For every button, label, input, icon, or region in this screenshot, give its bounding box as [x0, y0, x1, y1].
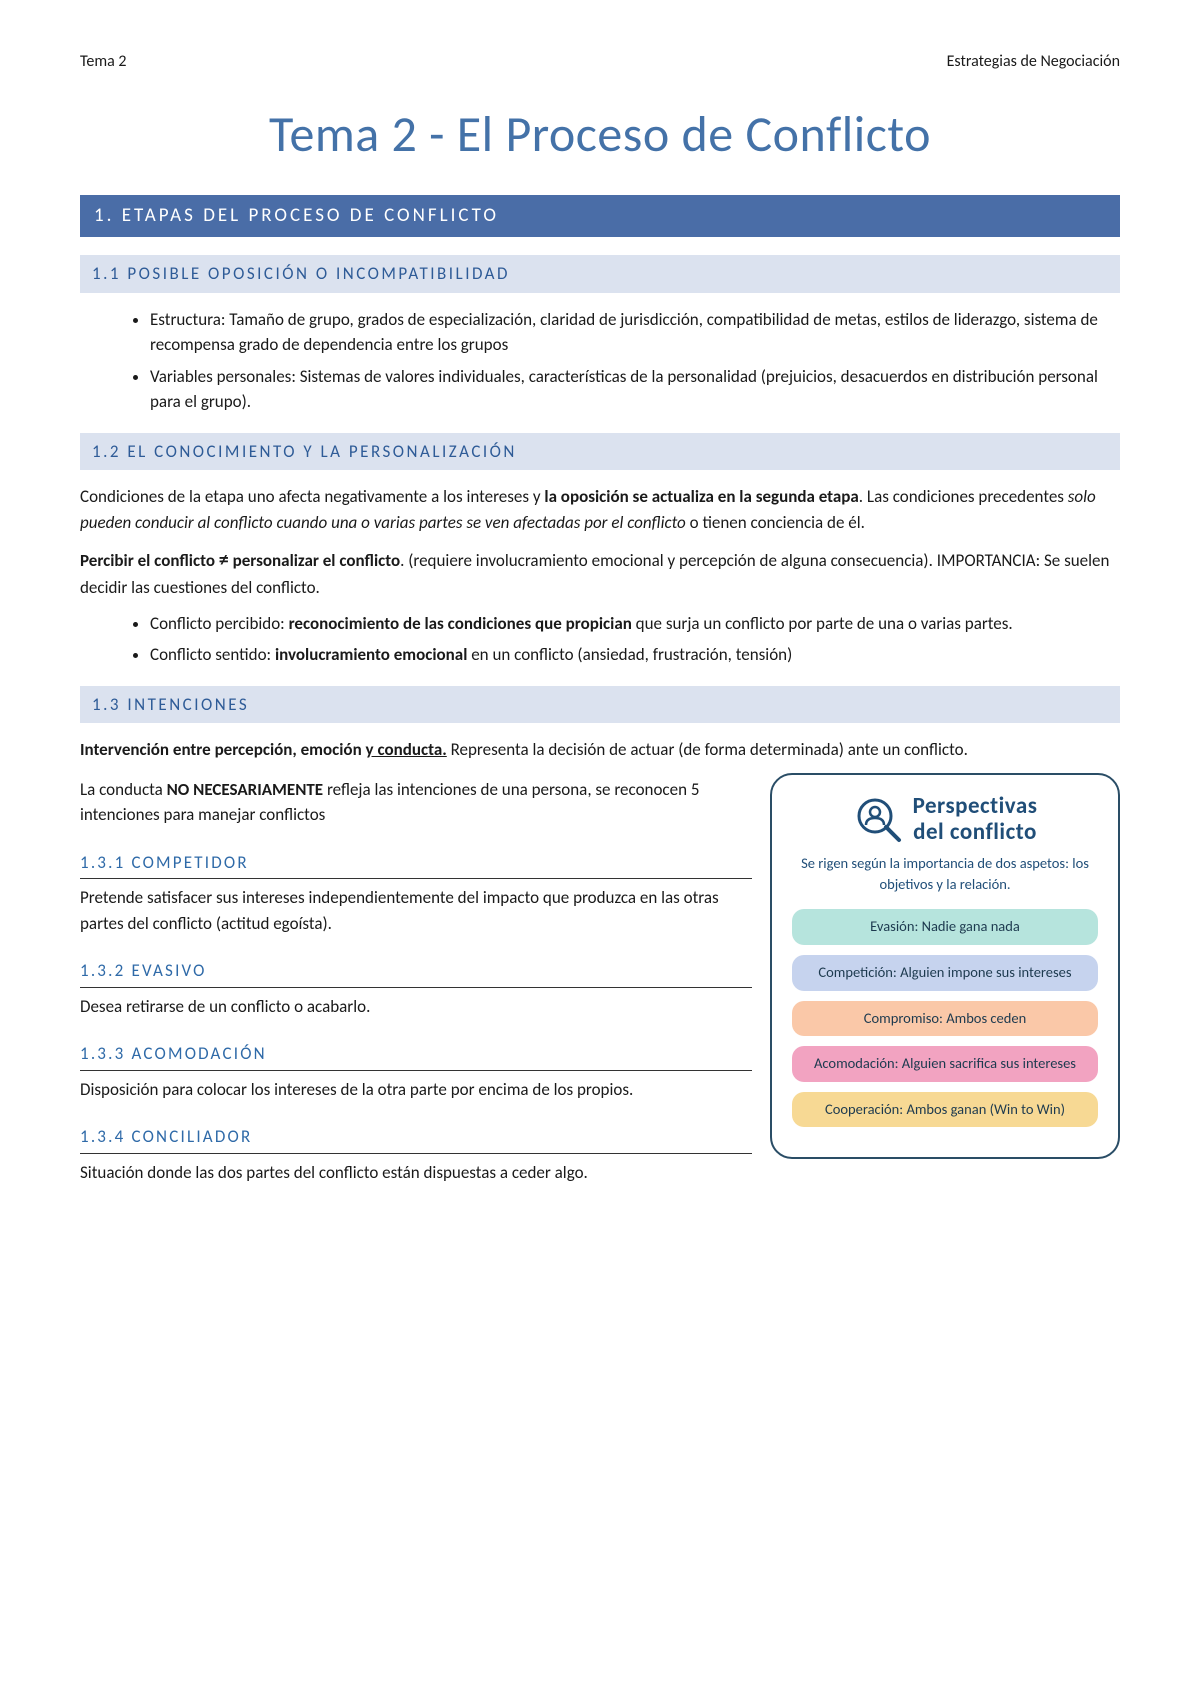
perspective-chip: Competición: Alguien impone sus interese…	[792, 955, 1098, 991]
list-item: Conflicto sentido: involucramiento emoci…	[150, 642, 1120, 668]
section-1-3-2-text: Desea retirarse de un conflicto o acabar…	[80, 994, 752, 1020]
text: La conducta	[80, 779, 167, 800]
section-1-3-4-heading: 1.3.4 CONCILIADOR	[80, 1124, 752, 1154]
section-1-3-4-text: Situación donde las dos partes del confl…	[80, 1160, 752, 1186]
infobox-title-line2: del conflicto	[913, 819, 1038, 845]
text: Conflicto percibido:	[150, 613, 289, 634]
text-bold: personalizar el conflicto	[229, 550, 400, 571]
infobox-header: Perspectivas del conflicto	[786, 793, 1104, 846]
page-header: Tema 2 Estrategias de Negociación	[80, 50, 1120, 74]
section-1-3-3-text: Disposición para colocar los intereses d…	[80, 1077, 752, 1103]
text: . Las condiciones precedentes	[859, 486, 1068, 507]
section-1-3-2-heading: 1.3.2 EVASIVO	[80, 958, 752, 988]
text: Conflicto sentido:	[150, 644, 275, 665]
text: Condiciones de la etapa uno afecta negat…	[80, 486, 544, 507]
infobox-title: Perspectivas del conflicto	[913, 793, 1038, 846]
text-bold: involucramiento emocional	[275, 644, 467, 665]
text: o tienen conciencia de él.	[686, 512, 865, 533]
text-bold: reconocimiento de las condiciones que pr…	[289, 613, 632, 634]
perspectivas-infobox: Perspectivas del conflicto Se rigen segú…	[770, 773, 1120, 1160]
section-1-2-heading: 1.2 EL CONOCIMIENTO Y LA PERSONALIZACIÓN	[80, 433, 1120, 471]
infobox-chips: Evasión: Nadie gana nada Competición: Alg…	[786, 909, 1104, 1127]
text: en un conflicto (ansiedad, frustración, …	[467, 644, 792, 665]
text-bold: la oposición se actualiza en la segunda …	[544, 486, 858, 507]
perspective-chip: Cooperación: Ambos ganan (Win to Win)	[792, 1092, 1098, 1128]
perspective-chip: Compromiso: Ambos ceden	[792, 1001, 1098, 1037]
section-1-3-1-heading: 1.3.1 COMPETIDOR	[80, 850, 752, 880]
left-column: La conducta NO NECESARIAMENTE refleja la…	[80, 773, 752, 1192]
perspective-chip: Evasión: Nadie gana nada	[792, 909, 1098, 945]
text: Representa la decisión de actuar (de for…	[447, 739, 968, 760]
not-equal-icon: ≠	[219, 548, 229, 572]
section-1-3-paragraph-1: Intervención entre percepción, emoción y…	[80, 737, 1120, 763]
text-bold-underline: y conducta.	[366, 739, 447, 760]
two-column-layout: La conducta NO NECESARIAMENTE refleja la…	[80, 773, 1120, 1192]
text-bold: NO NECESARIAMENTE	[167, 779, 324, 800]
section-1-2-bullets: Conflicto percibido: reconocimiento de l…	[80, 611, 1120, 668]
text: que surja un conflicto por parte de una …	[632, 613, 1013, 634]
infobox-subtitle: Se rigen según la importancia de dos asp…	[786, 853, 1104, 895]
section-1-3-paragraph-2: La conducta NO NECESARIAMENTE refleja la…	[80, 777, 752, 828]
list-item: Variables personales: Sistemas de valore…	[150, 364, 1120, 415]
right-column: Perspectivas del conflicto Se rigen segú…	[770, 773, 1120, 1160]
list-item: Conflicto percibido: reconocimiento de l…	[150, 611, 1120, 637]
perspective-chip: Acomodación: Alguien sacrifica sus inter…	[792, 1046, 1098, 1082]
list-item: Estructura: Tamaño de grupo, grados de e…	[150, 307, 1120, 358]
header-right: Estrategias de Negociación	[947, 50, 1120, 74]
text-bold: Percibir el conflicto	[80, 550, 219, 571]
section-1-1-heading: 1.1 POSIBLE OPOSICIÓN O INCOMPATIBILIDAD	[80, 255, 1120, 293]
infobox-title-line1: Perspectivas	[913, 793, 1038, 819]
header-left: Tema 2	[80, 50, 127, 74]
section-1-heading: 1. ETAPAS DEL PROCESO DE CONFLICTO	[80, 195, 1120, 238]
section-1-2-paragraph-1: Condiciones de la etapa uno afecta negat…	[80, 484, 1120, 535]
section-1-1-bullets: Estructura: Tamaño de grupo, grados de e…	[80, 307, 1120, 415]
page-title: Tema 2 - El Proceso de Conflicto	[80, 104, 1120, 167]
magnify-person-icon	[853, 794, 903, 844]
section-1-3-3-heading: 1.3.3 ACOMODACIÓN	[80, 1041, 752, 1071]
section-1-3-1-text: Pretende satisfacer sus intereses indepe…	[80, 885, 752, 936]
text-bold: Intervención entre percepción, emoción	[80, 739, 366, 760]
section-1-2-paragraph-2: Percibir el conflicto ≠ personalizar el …	[80, 545, 1120, 601]
section-1-3-heading: 1.3 INTENCIONES	[80, 686, 1120, 724]
